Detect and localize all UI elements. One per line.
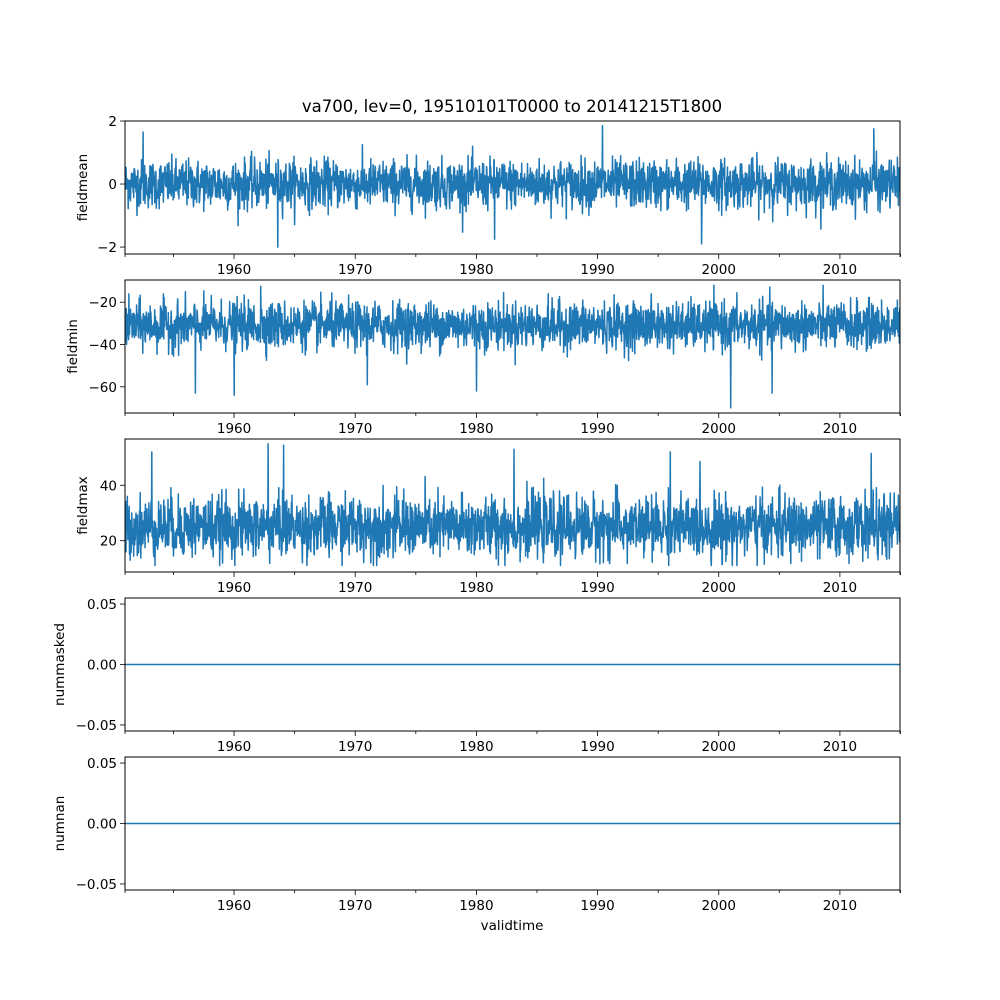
y-tick-label: 40 bbox=[100, 478, 117, 494]
axes-frame bbox=[124, 279, 901, 414]
y-tick-label: −0.05 bbox=[76, 877, 117, 893]
x-tick-label: 1980 bbox=[459, 898, 493, 914]
x-tick-label: 1980 bbox=[459, 739, 493, 755]
y-tick-label: 0 bbox=[108, 177, 117, 193]
x-tick-label: 2000 bbox=[702, 580, 736, 596]
y-tick-label: −40 bbox=[89, 337, 118, 353]
panel-nummasked: 1960 1970 1980 1990 2000 2010 −0.05 0.00 0.05 num… bbox=[52, 597, 901, 755]
x-tick-label: 1970 bbox=[338, 898, 372, 914]
x-axis-label: validtime bbox=[481, 918, 544, 934]
x-tick-label: 1970 bbox=[338, 580, 372, 596]
x-tick-label: 2010 bbox=[823, 262, 857, 278]
x-tick-label: 1960 bbox=[217, 421, 251, 437]
x-tick-label: 1990 bbox=[580, 739, 614, 755]
x-tick-label: 2000 bbox=[702, 421, 736, 437]
x-tick-label: 1990 bbox=[580, 898, 614, 914]
y-axis-label: fieldmean bbox=[75, 154, 91, 221]
y-tick-label: −60 bbox=[89, 380, 118, 396]
x-tick-label: 2000 bbox=[702, 898, 736, 914]
x-tick-label: 1990 bbox=[580, 421, 614, 437]
y-axis-label: nummasked bbox=[52, 623, 68, 706]
x-tick-label: 1970 bbox=[338, 739, 372, 755]
y-axis-label: fieldmin bbox=[65, 319, 81, 374]
chart-title: va700, lev=0, 19510101T0000 to 20141215T… bbox=[302, 97, 722, 116]
x-tick-label: 1990 bbox=[580, 262, 614, 278]
x-tick-label: 1970 bbox=[338, 421, 372, 437]
x-tick-label: 1980 bbox=[459, 421, 493, 437]
y-tick-label: −20 bbox=[89, 295, 118, 311]
series-line bbox=[125, 284, 900, 409]
panel-fieldmax: 1960 1970 1980 1990 2000 2010 20 40 fieldmax bbox=[75, 438, 901, 596]
y-tick-label: 20 bbox=[100, 534, 117, 550]
x-tick-label: 1990 bbox=[580, 580, 614, 596]
x-tick-label: 1980 bbox=[459, 262, 493, 278]
panel-numnan: 1960 1970 1980 1990 2000 2010 −0.05 0.00 0.05 num… bbox=[52, 756, 901, 914]
x-tick-label: 1970 bbox=[338, 262, 372, 278]
y-tick-label: 0.00 bbox=[87, 658, 117, 674]
y-tick-label: 0.00 bbox=[87, 817, 117, 833]
y-tick-label: 0.05 bbox=[87, 756, 117, 772]
axes-frame bbox=[124, 438, 901, 573]
axes-frame bbox=[124, 120, 901, 255]
x-tick-label: 1980 bbox=[459, 580, 493, 596]
y-tick-label: 2 bbox=[108, 114, 117, 130]
panel-fieldmean: 1960 1970 1980 1990 2000 2010 −2 0 2 fieldmean bbox=[75, 114, 901, 278]
panel-fieldmin: 1960 1970 1980 1990 2000 2010 −60 −40 −20 fieldmi… bbox=[65, 279, 901, 437]
x-tick-label: 1960 bbox=[217, 739, 251, 755]
series-line bbox=[125, 124, 900, 248]
x-tick-label: 2000 bbox=[702, 739, 736, 755]
y-tick-label: 0.05 bbox=[87, 597, 117, 613]
x-tick-label: 2010 bbox=[823, 898, 857, 914]
y-tick-label: −2 bbox=[97, 240, 117, 256]
y-tick-label: −0.05 bbox=[76, 718, 117, 734]
x-tick-label: 1960 bbox=[217, 580, 251, 596]
x-tick-label: 2010 bbox=[823, 580, 857, 596]
y-axis-label: fieldmax bbox=[75, 476, 91, 535]
x-tick-label: 2010 bbox=[823, 421, 857, 437]
series-line bbox=[125, 442, 900, 567]
x-tick-label: 1960 bbox=[217, 898, 251, 914]
x-tick-label: 2010 bbox=[823, 739, 857, 755]
x-tick-label: 2000 bbox=[702, 262, 736, 278]
x-tick-label: 1960 bbox=[217, 262, 251, 278]
y-axis-label: numnan bbox=[52, 796, 68, 852]
